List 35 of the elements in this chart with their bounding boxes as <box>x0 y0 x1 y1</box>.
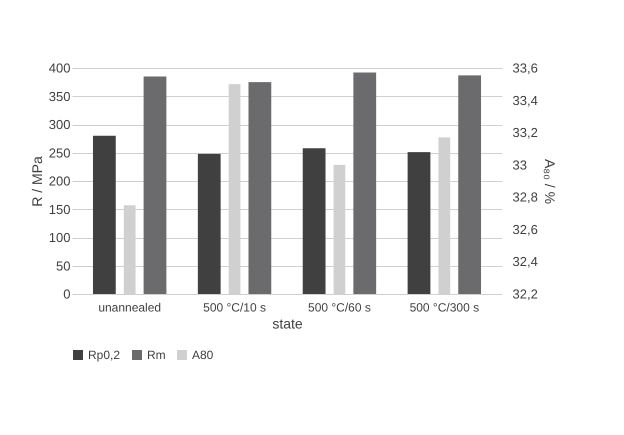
x-axis-title: state <box>272 316 303 332</box>
y2-tick-label: 32,6 <box>512 222 538 237</box>
legend-label: Rp0,2 <box>88 348 120 362</box>
y2-axis-title: A₈₀ / % <box>542 158 558 204</box>
bar <box>92 136 116 294</box>
y-tick-label: 0 <box>63 286 70 302</box>
y-tick-label: 250 <box>48 145 70 160</box>
x-tick-label: 500 °C/10 s <box>203 300 266 314</box>
bar <box>408 152 430 294</box>
y2-tick-label: 32,4 <box>512 254 538 270</box>
y-axis-title: R / MPa <box>28 156 45 207</box>
y-tick-label: 50 <box>56 258 70 274</box>
bar <box>458 75 482 294</box>
bar <box>144 76 166 294</box>
x-tick-label: 500 °C/60 s <box>308 300 371 314</box>
y2-tick-label: 33,2 <box>512 125 538 140</box>
y2-tick-label: 33,6 <box>512 60 538 76</box>
y-tick-label: 400 <box>48 60 70 76</box>
y2-tick-label: 33,4 <box>512 92 538 108</box>
y2-tick-label: 32,8 <box>512 190 538 205</box>
bar <box>302 148 326 294</box>
bar <box>353 72 376 294</box>
legend-label: Rm <box>147 348 166 362</box>
bar <box>248 82 272 294</box>
y-tick-label: 350 <box>48 88 70 104</box>
x-tick-label: unannealed <box>98 300 162 314</box>
y-tick-label: 100 <box>48 230 70 245</box>
x-tick-label: 500 °C/300 s <box>410 300 480 314</box>
y-tick-label: 200 <box>48 174 70 188</box>
bar <box>198 154 221 294</box>
y2-tick-label: 33 <box>512 157 527 172</box>
y-tick-label: 150 <box>48 202 70 217</box>
y-tick-label: 300 <box>48 117 70 132</box>
y2-tick-label: 32,2 <box>512 286 538 302</box>
legend-label: A80 <box>192 348 214 362</box>
